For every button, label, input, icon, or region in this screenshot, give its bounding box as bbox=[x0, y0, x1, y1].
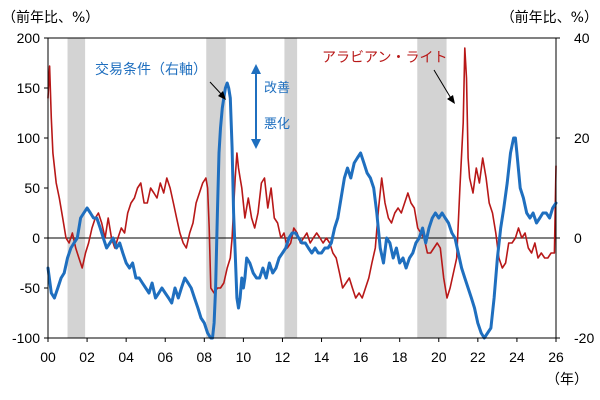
left-tick-label: 50 bbox=[24, 180, 40, 196]
plot-frame bbox=[47, 37, 557, 339]
x-tick-label: 26 bbox=[548, 349, 564, 365]
right-axis-ticks: 40 20 0 -20 bbox=[556, 30, 594, 346]
x-tick-label: 06 bbox=[157, 349, 173, 365]
x-tick-label: 14 bbox=[314, 349, 330, 365]
left-tick-label: -100 bbox=[12, 330, 40, 346]
arabian-light-annotation: アラビアン・ライト bbox=[322, 50, 447, 66]
x-axis-ticks: 00 02 04 06 08 10 12 14 16 18 20 22 24 26 bbox=[40, 338, 564, 365]
x-tick-label: 00 bbox=[40, 349, 56, 365]
x-tick-label: 24 bbox=[509, 349, 525, 365]
x-tick-label: 10 bbox=[236, 349, 252, 365]
improve-label: 改善 bbox=[264, 80, 290, 96]
left-tick-label: 0 bbox=[32, 230, 40, 246]
worsen-label: 悪化 bbox=[264, 117, 290, 132]
arabian-light-line bbox=[47, 47, 557, 299]
terms-of-trade-line bbox=[46, 81, 558, 340]
recession-band-1 bbox=[67, 38, 86, 338]
worsen-arrow-head bbox=[251, 139, 261, 149]
left-tick-label: 100 bbox=[17, 130, 41, 146]
recession-band-4 bbox=[417, 38, 447, 338]
x-unit-label: （年） bbox=[546, 372, 588, 388]
improve-arrow-head bbox=[251, 64, 261, 74]
x-tick-label: 22 bbox=[470, 349, 486, 365]
terms-of-trade-annotation: 交易条件（右軸） bbox=[95, 61, 207, 78]
arabian-light-pointer-head bbox=[447, 95, 455, 104]
x-tick-label: 08 bbox=[197, 349, 213, 365]
right-tick-label: -20 bbox=[574, 330, 594, 346]
x-tick-label: 16 bbox=[353, 349, 369, 365]
recession-band-3 bbox=[284, 38, 298, 338]
arabian-light-pointer bbox=[433, 69, 453, 101]
right-tick-label: 0 bbox=[574, 230, 582, 246]
x-tick-label: 20 bbox=[431, 349, 447, 365]
x-tick-label: 02 bbox=[79, 349, 95, 365]
x-tick-label: 04 bbox=[118, 349, 134, 365]
right-tick-label: 40 bbox=[574, 30, 590, 46]
left-axis-label: （前年比、%） bbox=[2, 9, 99, 26]
right-axis-label: （前年比、%） bbox=[501, 9, 598, 26]
recession-bands bbox=[67, 38, 447, 338]
series-layer bbox=[46, 47, 558, 340]
x-tick-label: 12 bbox=[275, 349, 291, 365]
x-tick-label: 18 bbox=[392, 349, 408, 365]
left-tick-label: 150 bbox=[17, 80, 41, 96]
left-tick-label: -50 bbox=[20, 280, 40, 296]
left-axis-ticks: 200 150 100 50 0 -50 -100 bbox=[12, 30, 48, 346]
terms-of-trade-pointer-head bbox=[218, 91, 226, 100]
left-tick-label: 200 bbox=[17, 30, 41, 46]
right-tick-label: 20 bbox=[574, 130, 590, 146]
